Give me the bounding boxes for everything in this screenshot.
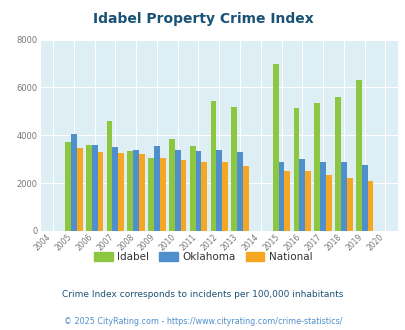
Bar <box>148 158 153 231</box>
Text: © 2025 CityRating.com - https://www.cityrating.com/crime-statistics/: © 2025 CityRating.com - https://www.city… <box>64 317 341 326</box>
Bar <box>195 151 201 231</box>
Bar <box>112 147 118 231</box>
Bar <box>92 145 97 231</box>
Bar <box>65 143 71 231</box>
Bar <box>346 178 352 231</box>
Bar <box>216 150 222 231</box>
Bar <box>97 152 103 231</box>
Bar <box>210 101 216 231</box>
Bar <box>361 165 367 231</box>
Bar <box>340 162 346 231</box>
Bar <box>107 121 112 231</box>
Bar <box>242 166 248 231</box>
Bar <box>298 159 305 231</box>
Bar <box>367 181 373 231</box>
Bar <box>325 175 331 231</box>
Bar <box>127 151 133 231</box>
Bar <box>284 171 290 231</box>
Bar <box>278 162 284 231</box>
Bar <box>133 150 139 231</box>
Bar <box>139 154 145 231</box>
Bar <box>180 160 186 231</box>
Bar <box>168 139 175 231</box>
Bar <box>118 153 124 231</box>
Bar <box>175 150 180 231</box>
Bar <box>222 162 227 231</box>
Bar <box>231 107 237 231</box>
Bar <box>160 158 165 231</box>
Bar <box>320 162 325 231</box>
Bar <box>355 80 361 231</box>
Text: Crime Index corresponds to incidents per 100,000 inhabitants: Crime Index corresponds to incidents per… <box>62 290 343 299</box>
Bar <box>305 171 310 231</box>
Bar <box>71 134 77 231</box>
Bar <box>201 162 207 231</box>
Bar <box>77 148 82 231</box>
Bar <box>272 63 278 231</box>
Legend: Idabel, Oklahoma, National: Idabel, Oklahoma, National <box>90 248 315 266</box>
Bar <box>313 103 320 231</box>
Bar <box>153 146 160 231</box>
Text: Idabel Property Crime Index: Idabel Property Crime Index <box>92 12 313 25</box>
Bar <box>293 108 298 231</box>
Bar <box>237 152 242 231</box>
Bar <box>86 145 92 231</box>
Bar <box>189 146 195 231</box>
Bar <box>334 97 340 231</box>
